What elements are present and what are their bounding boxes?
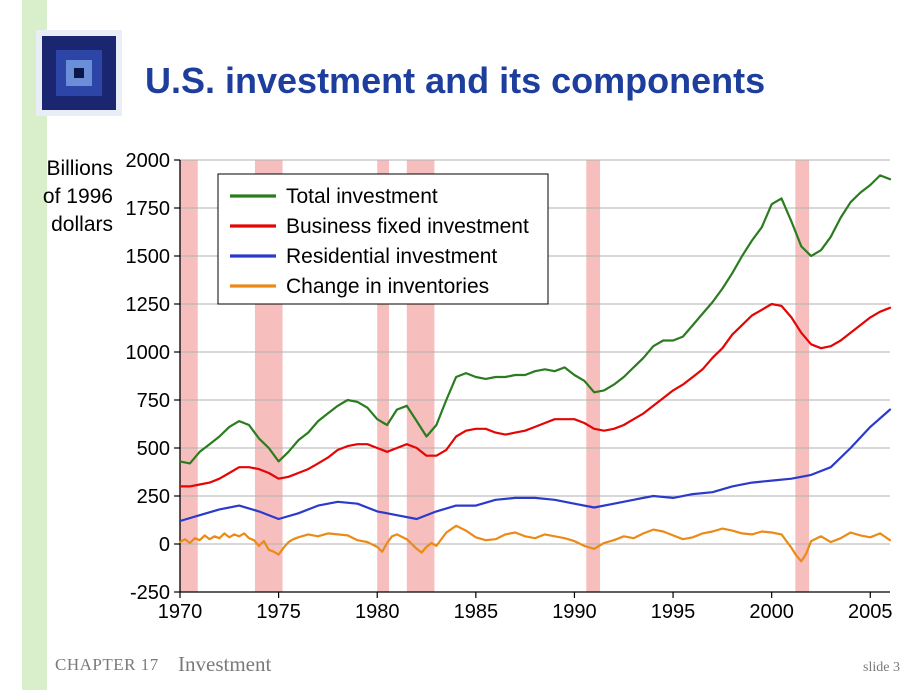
svg-text:1990: 1990 <box>552 601 597 623</box>
footer-slide: slide 3 <box>863 660 900 676</box>
svg-text:1750: 1750 <box>126 198 171 220</box>
svg-text:1985: 1985 <box>454 601 499 623</box>
footer-topic: Investment <box>178 652 271 677</box>
ylabel-line: of 1996 <box>23 183 113 211</box>
svg-text:Residential investment: Residential investment <box>286 245 497 268</box>
chapter-logo <box>36 30 122 116</box>
y-axis-label: Billions of 1996 dollars <box>23 155 113 239</box>
svg-text:2000: 2000 <box>749 601 794 623</box>
svg-text:2005: 2005 <box>848 601 893 623</box>
chart-svg: -250025050075010001250150017502000197019… <box>118 144 903 636</box>
footer-chapter: CHAPTER 17 <box>55 655 159 675</box>
ylabel-line: Billions <box>23 155 113 183</box>
chart-area: -250025050075010001250150017502000197019… <box>118 144 903 636</box>
svg-text:1500: 1500 <box>126 246 171 268</box>
svg-text:1250: 1250 <box>126 294 171 316</box>
footer: CHAPTER 17 Investment slide 3 <box>0 650 920 690</box>
svg-text:1000: 1000 <box>126 342 171 364</box>
svg-text:0: 0 <box>159 534 170 556</box>
svg-text:250: 250 <box>137 486 170 508</box>
svg-text:750: 750 <box>137 390 170 412</box>
svg-text:1975: 1975 <box>256 601 301 623</box>
svg-text:1970: 1970 <box>158 601 203 623</box>
svg-text:500: 500 <box>137 438 170 460</box>
svg-text:Change in inventories: Change in inventories <box>286 275 489 298</box>
svg-text:Total investment: Total investment <box>286 185 438 208</box>
svg-text:1980: 1980 <box>355 601 400 623</box>
svg-text:2000: 2000 <box>126 150 171 172</box>
ylabel-line: dollars <box>23 211 113 239</box>
svg-text:Business fixed investment: Business fixed investment <box>286 215 529 238</box>
page-title: U.S. investment and its components <box>145 60 765 102</box>
svg-text:1995: 1995 <box>651 601 696 623</box>
